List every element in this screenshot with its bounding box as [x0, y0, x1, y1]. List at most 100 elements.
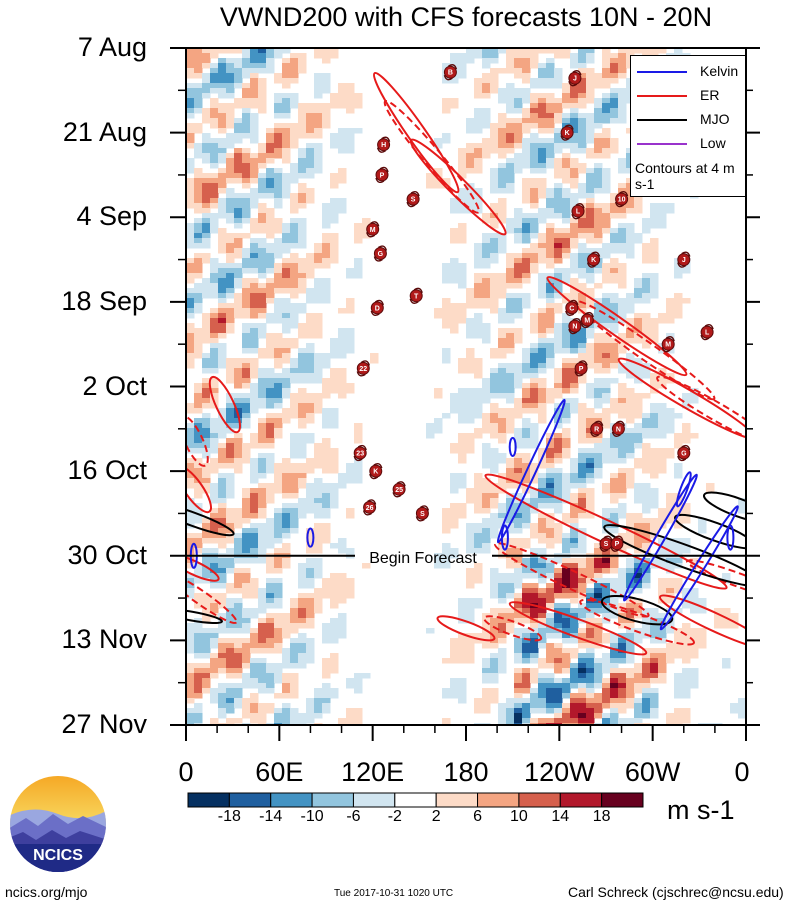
heatmap-cell [322, 468, 331, 474]
heatmap-cell [626, 448, 635, 454]
heatmap-cell [338, 178, 347, 184]
heatmap-cell [554, 233, 563, 239]
heatmap-cell [514, 648, 523, 654]
heatmap-cell [570, 148, 579, 154]
heatmap-cell [322, 488, 331, 494]
heatmap-cell [554, 183, 563, 189]
heatmap-cell [594, 318, 603, 324]
heatmap-cell [346, 133, 355, 139]
heatmap-cell [682, 508, 691, 514]
heatmap-cell [546, 258, 555, 264]
heatmap-cell [314, 588, 323, 594]
heatmap-cell [442, 548, 451, 554]
heatmap-cell [586, 278, 595, 284]
heatmap-cell [194, 303, 203, 309]
heatmap-cell [522, 108, 531, 114]
heatmap-cell [226, 673, 235, 679]
heatmap-cell [538, 613, 547, 619]
heatmap-cell [330, 658, 339, 664]
heatmap-cell [266, 533, 275, 539]
heatmap-cell [618, 68, 627, 74]
heatmap-cell [594, 638, 603, 644]
storm-marker: 26 [362, 499, 377, 516]
heatmap-cell [642, 503, 651, 509]
heatmap-cell [498, 453, 507, 459]
heatmap-cell [250, 188, 259, 194]
heatmap-cell [506, 583, 515, 589]
heatmap-cell [186, 428, 195, 434]
heatmap-cell [194, 183, 203, 189]
heatmap-cell [234, 283, 243, 289]
heatmap-cell [338, 148, 347, 154]
heatmap-cell [586, 558, 595, 564]
heatmap-cell [466, 413, 475, 419]
heatmap-cell [434, 308, 443, 314]
heatmap-cell [194, 208, 203, 214]
heatmap-cell [594, 588, 603, 594]
heatmap-cell [346, 338, 355, 344]
heatmap-cell [498, 113, 507, 119]
heatmap-cell [490, 528, 499, 534]
heatmap-cell [530, 248, 539, 254]
heatmap-cell [626, 618, 635, 624]
heatmap-cell [450, 443, 459, 449]
heatmap-cell [666, 453, 675, 459]
heatmap-cell [514, 153, 523, 159]
heatmap-cell [290, 393, 299, 399]
heatmap-cell [258, 383, 267, 389]
heatmap-cell [338, 548, 347, 554]
heatmap-cell [202, 158, 211, 164]
heatmap-cell [250, 438, 259, 444]
heatmap-cell [234, 718, 243, 724]
heatmap-cell [442, 298, 451, 304]
heatmap-cell [218, 628, 227, 634]
heatmap-cell [274, 693, 283, 699]
heatmap-cell [522, 233, 531, 239]
heatmap-cell [530, 638, 539, 644]
heatmap-cell [594, 188, 603, 194]
heatmap-cell [234, 313, 243, 319]
heatmap-cell [602, 83, 611, 89]
storm-marker-label: D [375, 305, 380, 312]
storm-marker-label: P [579, 366, 584, 373]
heatmap-cell [546, 688, 555, 694]
heatmap-cell [674, 518, 683, 524]
storm-marker-arm [704, 323, 714, 330]
heatmap-cell [250, 398, 259, 404]
heatmap-cell [506, 373, 515, 379]
heatmap-cell [642, 538, 651, 544]
heatmap-cell [474, 498, 483, 504]
heatmap-cell [490, 573, 499, 579]
heatmap-cell [530, 643, 539, 649]
heatmap-cell [506, 328, 515, 334]
heatmap-cell [210, 148, 219, 154]
heatmap-cell [506, 468, 515, 474]
heatmap-cell [586, 223, 595, 229]
heatmap-cell [266, 313, 275, 319]
heatmap-cell [562, 558, 571, 564]
heatmap-cell [602, 483, 611, 489]
heatmap-cell [490, 233, 499, 239]
heatmap-cell [314, 503, 323, 509]
storm-marker-dot [677, 446, 691, 460]
heatmap-cell [290, 128, 299, 134]
heatmap-cell [538, 98, 547, 104]
heatmap-cell [554, 643, 563, 649]
heatmap-cell [266, 543, 275, 549]
heatmap-cell [274, 53, 283, 59]
heatmap-cell [610, 583, 619, 589]
heatmap-cell [242, 713, 251, 719]
heatmap-cell [642, 493, 651, 499]
heatmap-cell [226, 483, 235, 489]
heatmap-cell [554, 698, 563, 704]
heatmap-cell [210, 138, 219, 144]
heatmap-cell [594, 153, 603, 159]
heatmap-cell [658, 463, 667, 469]
heatmap-cell [586, 98, 595, 104]
heatmap-cell [514, 593, 523, 599]
heatmap-cell [490, 258, 499, 264]
heatmap-cell [466, 608, 475, 614]
heatmap-cell [258, 608, 267, 614]
heatmap-cell [618, 443, 627, 449]
heatmap-cell [610, 68, 619, 74]
